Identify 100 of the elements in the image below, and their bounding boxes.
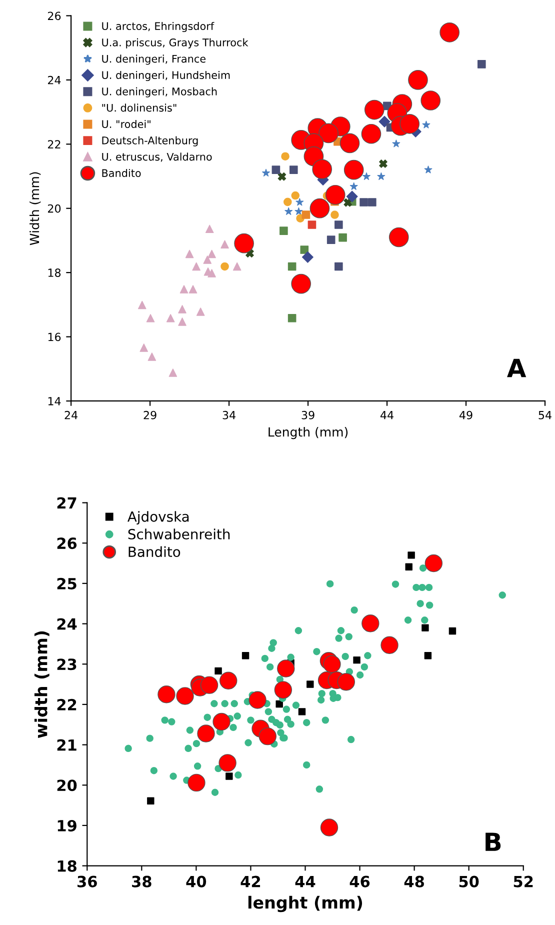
point — [276, 700, 283, 708]
legend-label: U. "rodei" — [102, 120, 150, 128]
point — [310, 198, 330, 218]
point — [362, 614, 380, 632]
point — [258, 727, 276, 746]
point — [424, 554, 443, 572]
point — [148, 352, 156, 361]
point — [185, 250, 194, 258]
point — [280, 226, 288, 235]
point — [325, 184, 346, 205]
point — [296, 198, 304, 206]
x-axis-title: Length (mm) — [268, 427, 348, 440]
point — [197, 724, 215, 742]
point — [306, 680, 314, 688]
point — [274, 681, 292, 699]
y-tick-label: 16 — [48, 332, 61, 342]
legend-label: Bandito — [128, 546, 180, 558]
y-tick-label: 20 — [48, 204, 61, 213]
x-tick-label: 38 — [132, 876, 152, 888]
y-tick-label: 24 — [57, 618, 77, 630]
y-tick-label: 27 — [57, 497, 76, 509]
point — [288, 262, 296, 271]
point — [377, 172, 386, 180]
point — [188, 774, 206, 792]
point — [291, 274, 311, 294]
point — [214, 667, 222, 675]
x-tick-label: 34 — [222, 410, 236, 420]
point — [340, 133, 360, 154]
point — [378, 116, 390, 128]
point — [278, 172, 286, 181]
point — [338, 233, 347, 242]
x-tick-label: 50 — [459, 876, 479, 888]
legend-label: U. etruscus, Valdarno — [102, 152, 212, 162]
y-tick-label: 26 — [48, 12, 61, 20]
x-tick-label: 46 — [350, 876, 370, 888]
point — [288, 314, 296, 322]
annotation: A — [507, 358, 526, 378]
point — [294, 207, 303, 215]
y-tick-label: 23 — [57, 658, 76, 670]
point — [400, 114, 420, 134]
y-tick-label: 18 — [48, 268, 61, 277]
y-tick-label: 20 — [57, 780, 77, 792]
point — [192, 262, 200, 271]
point — [405, 563, 412, 570]
legend-label: "U. dolinensis" — [102, 104, 176, 112]
point — [176, 687, 194, 705]
point — [379, 160, 388, 168]
point — [196, 308, 205, 316]
point — [262, 168, 270, 176]
legend-label: U.a. priscus, Grays Thurrock — [102, 38, 248, 48]
point — [226, 772, 233, 780]
point — [178, 305, 186, 314]
x-tick-label: 29 — [144, 410, 156, 420]
legend-label: Schwabenreith — [128, 528, 230, 540]
point — [281, 152, 290, 160]
legend-label: U. deningeri, Hundsheim — [102, 70, 230, 82]
point — [420, 90, 441, 110]
point — [205, 224, 214, 234]
point — [158, 686, 176, 704]
x-tick-label: 39 — [302, 410, 314, 420]
point — [200, 676, 218, 694]
point — [360, 198, 368, 206]
point — [302, 210, 310, 219]
point — [424, 166, 432, 174]
point — [283, 198, 292, 206]
point — [168, 368, 178, 377]
x-tick-label: 49 — [459, 410, 472, 420]
point — [361, 124, 382, 144]
point — [302, 251, 314, 263]
point — [180, 285, 188, 294]
point — [140, 344, 148, 352]
point — [220, 262, 229, 271]
point — [138, 300, 146, 310]
point — [323, 655, 341, 673]
point — [188, 285, 198, 294]
point — [312, 159, 332, 180]
point — [298, 708, 306, 716]
point — [346, 190, 358, 202]
point — [203, 256, 212, 264]
point — [337, 672, 355, 691]
point — [234, 233, 254, 254]
point — [146, 314, 155, 322]
point — [344, 198, 352, 207]
y-tick-label: 19 — [58, 820, 76, 832]
point — [289, 166, 298, 174]
y-tick-label: 25 — [57, 578, 76, 590]
point — [212, 712, 230, 731]
legend-label: U. arctos, Ehringsdorf — [102, 22, 214, 32]
point — [380, 636, 398, 654]
point — [318, 123, 338, 144]
point — [364, 100, 384, 120]
x-axis-title: lenght (mm) — [248, 896, 362, 912]
point — [166, 314, 175, 322]
point — [334, 262, 343, 271]
point — [422, 120, 430, 128]
y-axis-title: Width (mm) — [30, 172, 41, 246]
point — [248, 691, 266, 709]
legend-label: Ajdovska — [128, 511, 189, 525]
point — [208, 269, 216, 278]
legend-label: Bandito — [102, 168, 141, 178]
